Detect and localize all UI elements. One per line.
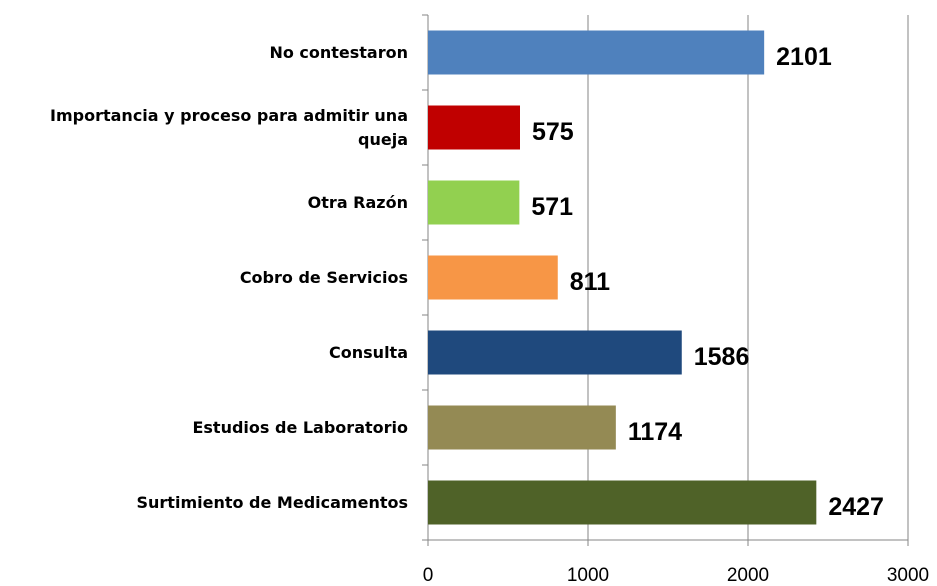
y-tick-label: Surtimiento de Medicamentos [136,492,409,512]
value-label: 811 [570,268,610,296]
bar [428,30,765,75]
value-label: 2101 [776,43,832,71]
x-tick-label: 0 [423,565,434,586]
value-label: 2427 [828,493,884,521]
y-tick-label: Estudios de Laboratorio [192,417,408,437]
bar [428,255,558,300]
bar [428,180,520,225]
x-tick-label: 2000 [727,565,769,586]
value-label: 1174 [628,418,682,446]
bar [428,480,817,525]
value-label: 571 [531,193,573,221]
y-tick-label: Importancia y proceso para admitir una q… [50,105,408,149]
value-label: 575 [532,118,574,146]
x-tick-label: 3000 [887,565,929,586]
bar [428,330,682,375]
y-tick-label: Consulta [329,342,408,362]
bar [428,405,616,450]
value-label: 1586 [694,343,750,371]
x-tick-label: 1000 [567,565,609,586]
y-tick-label: Otra Razón [307,192,408,212]
bar [428,105,520,150]
y-tick-label: No contestaron [269,42,408,62]
y-tick-label: Cobro de Servicios [239,267,408,287]
